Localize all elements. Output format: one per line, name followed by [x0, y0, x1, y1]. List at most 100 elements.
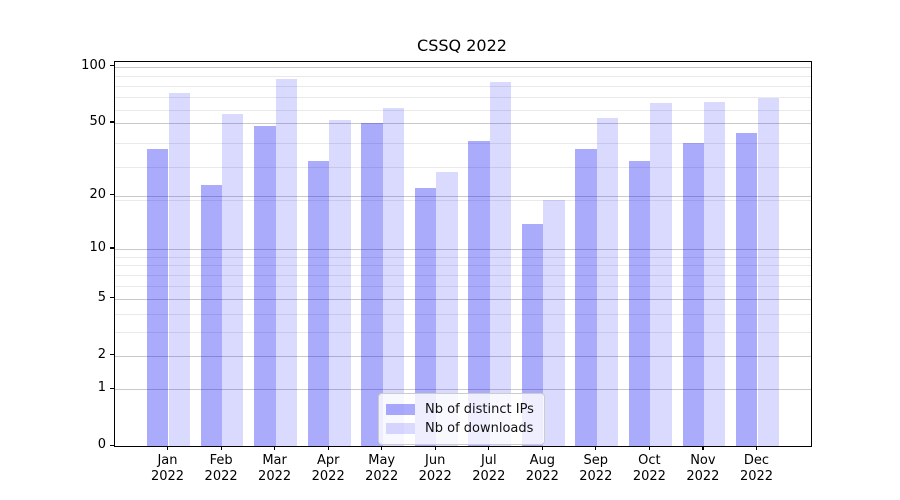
x-tick-month: Nov [690, 453, 716, 468]
x-tick-mark [167, 446, 169, 450]
x-tick-year: 2022 [258, 469, 292, 484]
x-tick-label: Dec 2022 [725, 453, 789, 485]
legend-swatch-distinct-ips [386, 404, 415, 415]
minor-gridline [115, 275, 811, 277]
major-gridline [115, 389, 811, 390]
x-tick-year: 2022 [579, 469, 613, 484]
x-tick-month: Jan [157, 453, 178, 468]
x-tick-mark [488, 446, 490, 450]
x-tick-mark [327, 446, 329, 450]
bar-distinct-ips-sep [575, 149, 597, 446]
bar-distinct-ips-apr [307, 161, 330, 446]
minor-gridline [115, 96, 811, 98]
y-tick-label: 5 [97, 289, 106, 305]
x-tick-year: 2022 [632, 469, 666, 484]
x-tick-year: 2022 [311, 469, 345, 484]
bar-downloads-nov [703, 101, 726, 446]
x-tick-label: Oct 2022 [617, 453, 681, 485]
major-gridline [115, 298, 811, 300]
x-tick-month: Sep [583, 453, 609, 468]
y-tick-mark [110, 387, 114, 389]
bar-distinct-ips-aug [521, 223, 544, 446]
x-tick-year: 2022 [204, 469, 238, 484]
bar-distinct-ips-mar [254, 126, 276, 446]
x-tick-mark [756, 446, 758, 450]
bar-downloads-dec [757, 98, 779, 446]
x-tick-year: 2022 [365, 469, 399, 484]
legend-swatch-downloads [386, 423, 415, 434]
x-tick-year: 2022 [150, 469, 185, 484]
bar-downloads-apr [329, 119, 351, 446]
bar-downloads-jan [168, 93, 190, 446]
y-tick-label: 0 [97, 437, 106, 452]
x-tick-year: 2022 [472, 469, 506, 484]
bar-distinct-ips-dec [736, 133, 758, 446]
bar-distinct-ips-feb [200, 184, 223, 446]
y-tick-label: 50 [89, 113, 106, 129]
x-tick-mark [541, 446, 543, 450]
major-gridline [115, 355, 811, 357]
x-tick-month: Mar [262, 453, 287, 468]
bar-downloads-sep [596, 118, 619, 446]
minor-gridline [115, 76, 811, 78]
bar-distinct-ips-may [361, 122, 383, 446]
x-tick-month: Apr [316, 453, 340, 468]
y-tick-label: 2 [97, 346, 106, 362]
x-tick-mark [434, 446, 436, 450]
x-tick-mark [648, 446, 651, 450]
minor-gridline [115, 313, 811, 315]
y-tick-label: 20 [89, 186, 106, 202]
chart-title: CSSQ 2022 [417, 36, 507, 55]
plot-area: Nb of distinct IPs Nb of downloads [114, 61, 812, 447]
x-tick-label: Feb 2022 [189, 453, 253, 485]
bar-downloads-may [382, 108, 405, 446]
x-tick-label: Apr 2022 [296, 453, 360, 485]
y-tick-label: 10 [89, 239, 106, 255]
bar-distinct-ips-nov [682, 142, 704, 446]
major-gridline [115, 66, 811, 68]
y-tick-label: 1 [97, 380, 106, 395]
x-tick-year: 2022 [686, 469, 720, 484]
y-tick-mark [110, 444, 114, 446]
bar-downloads-aug [543, 199, 565, 446]
bar-downloads-jul [489, 81, 512, 446]
major-gridline [115, 122, 811, 124]
x-tick-year: 2022 [525, 469, 559, 484]
x-tick-month: May [368, 453, 396, 468]
major-gridline [115, 195, 811, 197]
x-tick-year: 2022 [418, 469, 452, 484]
minor-gridline [115, 199, 811, 201]
legend-item-downloads: Nb of downloads [386, 419, 536, 438]
bar-distinct-ips-jun [414, 188, 437, 446]
x-tick-month: Dec [743, 453, 770, 468]
y-tick-mark [110, 247, 114, 249]
y-tick-mark [110, 297, 114, 299]
y-tick-mark [110, 194, 114, 196]
bar-downloads-oct [650, 103, 672, 446]
y-tick-label: 100 [81, 57, 106, 73]
x-tick-year: 2022 [739, 469, 774, 484]
y-tick-mark [110, 121, 114, 123]
bar-downloads-feb [222, 113, 244, 446]
x-tick-month: Jul [480, 453, 497, 468]
x-tick-label: Nov 2022 [671, 453, 735, 485]
minor-gridline [115, 109, 811, 111]
x-tick-label: May 2022 [350, 453, 414, 485]
x-tick-month: Jun [425, 453, 446, 468]
y-tick-mark [110, 354, 114, 356]
bar-downloads-jun [436, 172, 458, 446]
x-tick-mark [274, 446, 276, 450]
minor-gridline [115, 265, 811, 267]
x-tick-month: Feb [209, 453, 233, 468]
legend: Nb of distinct IPs Nb of downloads [378, 393, 545, 445]
x-tick-label: Jul 2022 [457, 453, 521, 485]
x-tick-label: Mar 2022 [243, 453, 307, 485]
x-tick-mark [595, 446, 597, 450]
bar-distinct-ips-jan [147, 149, 169, 446]
minor-gridline [115, 286, 811, 288]
bar-downloads-mar [275, 79, 297, 446]
x-tick-label: Aug 2022 [510, 453, 574, 485]
x-tick-label: Sep 2022 [564, 453, 628, 485]
x-tick-mark [220, 446, 222, 450]
